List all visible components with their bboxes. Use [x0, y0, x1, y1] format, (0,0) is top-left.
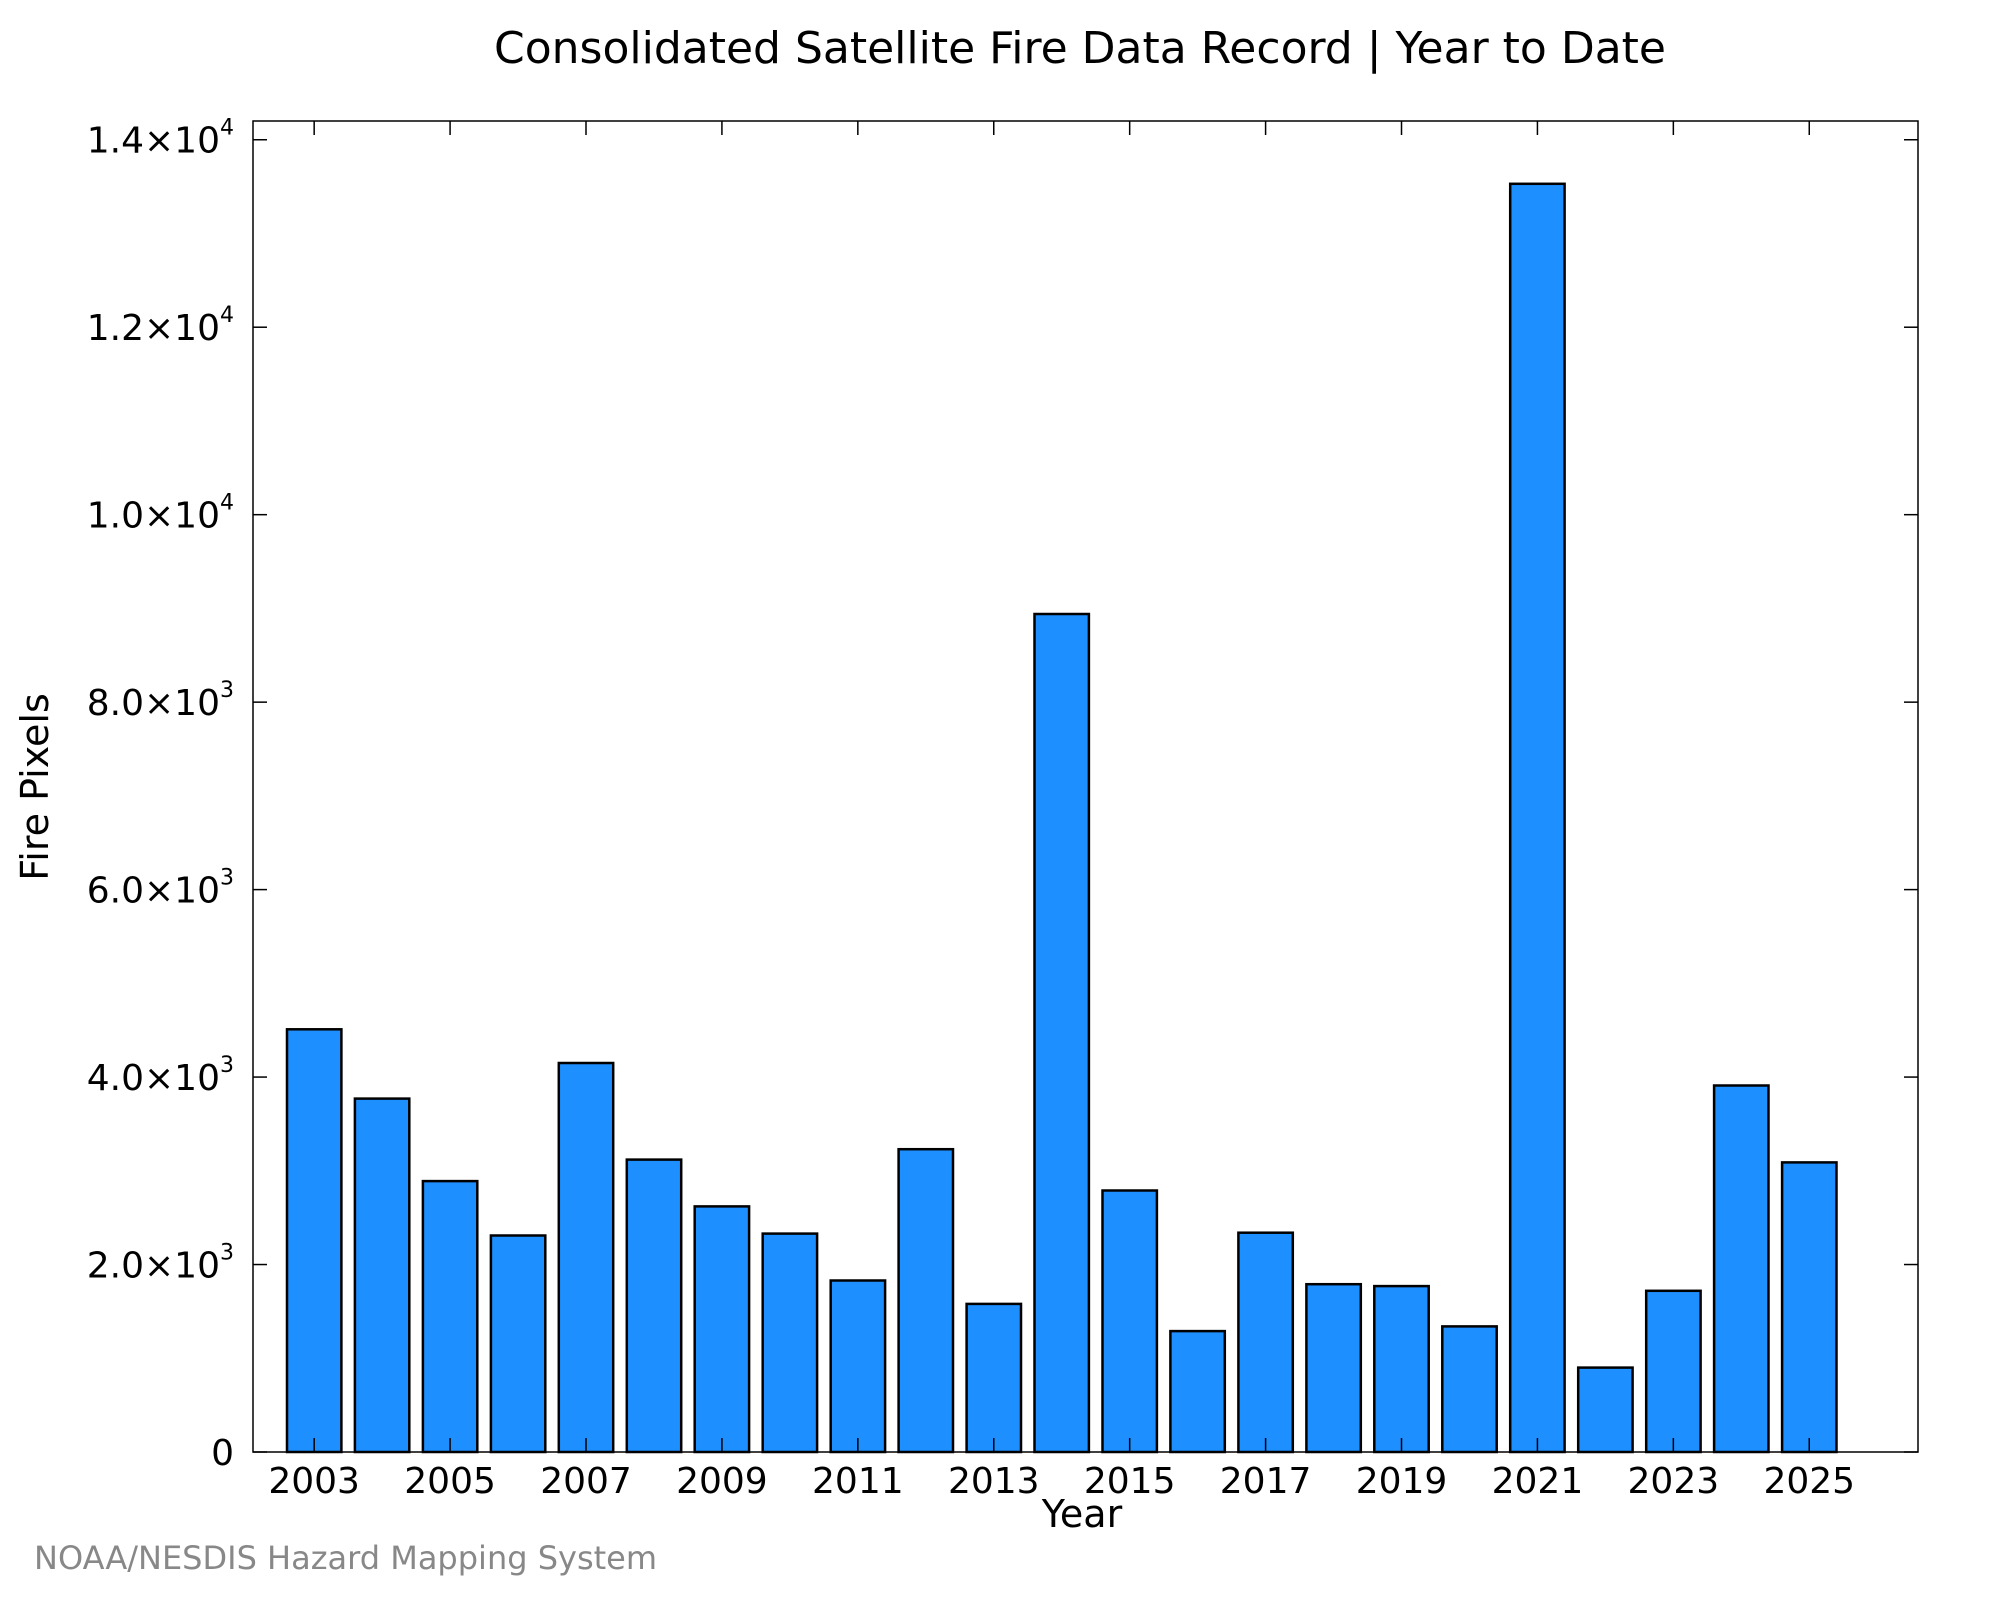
y-tick-label-0: 0	[211, 1433, 234, 1474]
x-tick-label-2021: 2021	[1492, 1461, 1584, 1502]
bar-2021	[1508, 182, 1566, 1454]
bar-2017	[1237, 1231, 1295, 1454]
bar-2008	[625, 1158, 683, 1454]
x-tick-label-2017: 2017	[1220, 1461, 1312, 1502]
x-tick-label-2011: 2011	[812, 1461, 904, 1502]
x-tick-label-2005: 2005	[404, 1461, 496, 1502]
x-tick-label-2023: 2023	[1628, 1461, 1720, 1502]
bar-2003	[285, 1028, 343, 1454]
y-tick-label-2000: 2.0×103	[87, 1241, 234, 1287]
y-tick-label-12000: 1.2×104	[87, 303, 234, 349]
bar-2009	[693, 1205, 751, 1454]
x-tick-label-2009: 2009	[676, 1461, 768, 1502]
y-tick-label-6000: 6.0×103	[87, 866, 234, 912]
x-tick-label-2025: 2025	[1763, 1461, 1855, 1502]
y-tick-label-4000: 4.0×103	[87, 1053, 234, 1099]
bar-2016	[1169, 1329, 1227, 1454]
y-tick-label-10000: 1.0×104	[87, 491, 234, 537]
ticks-group	[253, 121, 1918, 1453]
x-tick-label-2013: 2013	[948, 1461, 1040, 1502]
y-tick-mantissa: 8.0×10	[87, 683, 220, 724]
y-tick-exponent: 3	[220, 866, 234, 891]
bar-2007	[557, 1061, 615, 1454]
bar-2025	[1780, 1161, 1838, 1454]
y-tick-label-8000: 8.0×103	[87, 678, 234, 724]
x-tick-label-2019: 2019	[1356, 1461, 1448, 1502]
y-tick-exponent: 4	[220, 491, 234, 516]
bar-2010	[761, 1232, 819, 1454]
y-tick-exponent: 3	[220, 1053, 234, 1078]
y-tick-exponent: 4	[220, 303, 234, 328]
bar-2020	[1441, 1325, 1498, 1454]
y-tick-label-14000: 1.4×104	[87, 116, 234, 162]
bar-2023	[1644, 1289, 1702, 1454]
y-tick-mantissa: 6.0×10	[87, 871, 220, 912]
bar-2006	[489, 1234, 547, 1454]
bars-group	[285, 182, 1838, 1454]
bar-2004	[353, 1097, 411, 1454]
x-axis-label: Year	[1041, 1492, 1123, 1536]
x-tick-label-2007: 2007	[540, 1461, 632, 1502]
bar-2018	[1305, 1282, 1363, 1454]
chart-title: Consolidated Satellite Fire Data Record …	[494, 23, 1666, 74]
bar-2015	[1101, 1189, 1159, 1454]
bar-2022	[1576, 1366, 1634, 1454]
bar-2019	[1373, 1284, 1430, 1454]
bar-2013	[965, 1302, 1023, 1454]
x-tick-label-2003: 2003	[268, 1461, 360, 1502]
plot-frame	[252, 120, 1919, 1453]
y-tick-exponent: 4	[220, 116, 234, 141]
bar-2014	[1033, 612, 1091, 1454]
y-tick-mantissa: 1.2×10	[87, 308, 220, 349]
bar-2005	[421, 1179, 479, 1454]
x-tick-label-2015: 2015	[1084, 1461, 1176, 1502]
y-tick-mantissa: 2.0×10	[87, 1246, 220, 1287]
y-tick-mantissa: 1.0×10	[87, 496, 220, 537]
y-tick-mantissa: 1.4×10	[87, 121, 220, 162]
y-tick-labels: 02.0×1034.0×1036.0×1038.0×1031.0×1041.2×…	[87, 116, 234, 1474]
y-axis-label: Fire Pixels	[13, 693, 57, 881]
y-tick-exponent: 3	[220, 1241, 234, 1266]
y-tick-mantissa: 4.0×10	[87, 1058, 220, 1099]
y-tick-exponent: 3	[220, 678, 234, 703]
bar-2011	[829, 1279, 887, 1454]
source-credit: NOAA/NESDIS Hazard Mapping System	[34, 1539, 657, 1577]
x-tick-labels: 2003 2005 2007 2009 2011 2013 2015 2017 2019 2021…	[268, 1461, 1855, 1502]
y-tick-mantissa: 0	[211, 1433, 234, 1474]
bar-2012	[897, 1147, 955, 1454]
bar-2024	[1712, 1084, 1770, 1454]
